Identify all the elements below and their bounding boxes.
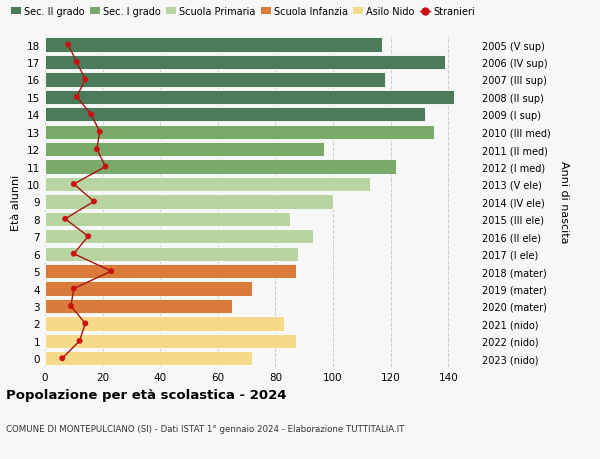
- Point: [89, 198, 99, 206]
- Point: [69, 251, 79, 258]
- Point: [69, 181, 79, 188]
- Point: [69, 285, 79, 292]
- Point: [58, 355, 67, 362]
- Text: Popolazione per età scolastica - 2024: Popolazione per età scolastica - 2024: [6, 388, 287, 401]
- Point: [95, 129, 104, 136]
- Bar: [45, 108, 425, 122]
- Y-axis label: Anni di nascita: Anni di nascita: [559, 161, 569, 243]
- Text: COMUNE DI MONTEPULCIANO (SI) - Dati ISTAT 1° gennaio 2024 - Elaborazione TUTTITA: COMUNE DI MONTEPULCIANO (SI) - Dati ISTA…: [6, 425, 404, 434]
- Bar: [45, 282, 253, 296]
- Point: [86, 112, 96, 119]
- Bar: [45, 178, 370, 192]
- Point: [72, 94, 82, 101]
- Bar: [45, 264, 296, 279]
- Point: [75, 337, 85, 345]
- Bar: [45, 160, 397, 174]
- Bar: [45, 90, 454, 105]
- Point: [83, 233, 93, 241]
- Point: [80, 77, 90, 84]
- Point: [101, 163, 110, 171]
- Bar: [45, 195, 333, 209]
- Point: [106, 268, 116, 275]
- Bar: [45, 212, 290, 226]
- Legend: Sec. II grado, Sec. I grado, Scuola Primaria, Scuola Infanzia, Asilo Nido, Stran: Sec. II grado, Sec. I grado, Scuola Prim…: [11, 7, 475, 17]
- Bar: [45, 73, 385, 87]
- Bar: [45, 143, 325, 157]
- Point: [61, 216, 70, 223]
- Point: [92, 146, 101, 153]
- Bar: [45, 247, 298, 261]
- Point: [63, 42, 73, 49]
- Bar: [45, 38, 382, 52]
- Bar: [45, 352, 253, 366]
- Bar: [45, 317, 284, 331]
- Bar: [45, 299, 232, 313]
- Bar: [45, 334, 296, 348]
- Point: [66, 302, 76, 310]
- Bar: [45, 230, 313, 244]
- Point: [72, 59, 82, 67]
- Bar: [45, 125, 434, 140]
- Point: [80, 320, 90, 327]
- Bar: [45, 56, 445, 70]
- Y-axis label: Età alunni: Età alunni: [11, 174, 22, 230]
